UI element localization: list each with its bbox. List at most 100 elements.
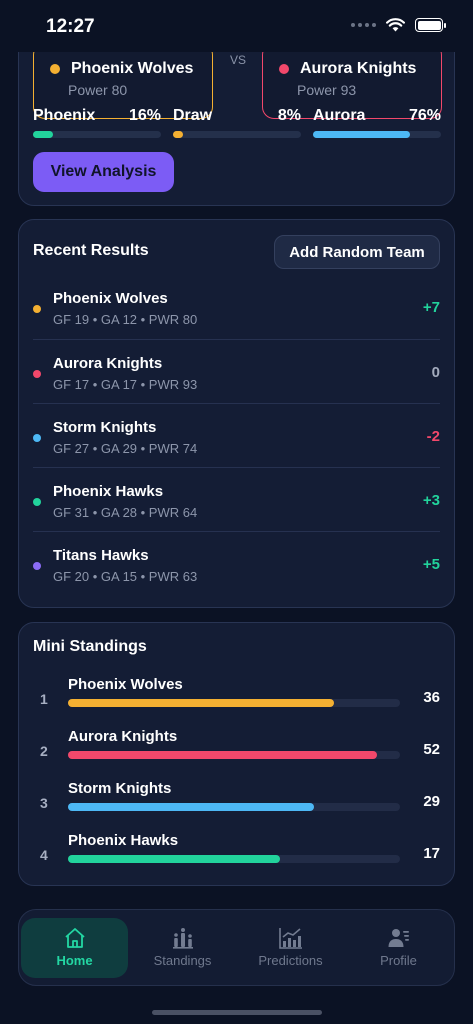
home-team-color-dot (50, 64, 60, 74)
team-color-dot (33, 305, 41, 313)
standings-row[interactable]: 3 Storm Knights 29 (33, 777, 440, 829)
away-team-name: Aurora Knights (279, 60, 441, 78)
status-icons (351, 18, 446, 32)
probability-value: 8% (277, 107, 301, 124)
team-color-dot (33, 498, 41, 506)
vs-label: VS (230, 53, 247, 67)
standings-rank: 2 (40, 743, 48, 759)
home-icon (64, 928, 85, 948)
wifi-icon (386, 18, 405, 32)
nav-standings-label: Standings (153, 953, 212, 968)
result-goal-diff: +5 (422, 556, 440, 573)
result-row[interactable]: Storm Knights GF 27 • GA 29 • PWR 74 -2 (33, 403, 440, 467)
standings-team-name: Aurora Knights (68, 728, 178, 745)
nav-home-label: Home (56, 953, 93, 968)
nav-standings[interactable]: Standings (129, 918, 236, 978)
result-goal-diff: -2 (426, 428, 440, 445)
bottom-nav: Home Standings Predictions Profile (18, 909, 455, 986)
result-goal-diff: 0 (431, 364, 440, 381)
standings-rank: 1 (40, 691, 48, 707)
nav-profile-label: Profile (380, 953, 417, 968)
result-stats: GF 19 • GA 12 • PWR 80 (53, 312, 198, 327)
team-color-dot (33, 562, 41, 570)
probability-label: Phoenix (33, 107, 96, 124)
result-row[interactable]: Titans Hawks GF 20 • GA 15 • PWR 63 +5 (33, 531, 440, 595)
standings-bar-fill (68, 699, 334, 707)
add-random-team-button[interactable]: Add Random Team (274, 235, 440, 269)
nav-predictions[interactable]: Predictions (237, 918, 344, 978)
away-team-power: Power 93 (297, 82, 357, 98)
probability-label: Draw (173, 107, 213, 124)
probability-fill (173, 131, 184, 138)
standings-team-name: Phoenix Wolves (68, 676, 183, 693)
probability-home: Phoenix 16% (33, 107, 161, 138)
standings-icon (172, 928, 193, 949)
standings-row[interactable]: 1 Phoenix Wolves 36 (33, 673, 440, 725)
result-team-name: Phoenix Hawks (53, 483, 164, 500)
standings-bar-fill (68, 803, 314, 811)
result-row[interactable]: Phoenix Hawks GF 31 • GA 28 • PWR 64 +3 (33, 467, 440, 531)
mini-standings-title: Mini Standings (33, 638, 147, 655)
view-analysis-button[interactable]: View Analysis (33, 152, 174, 192)
battery-icon (415, 18, 446, 32)
predictions-icon (278, 928, 302, 949)
result-team-name: Phoenix Wolves (53, 290, 168, 307)
status-time: 12:27 (46, 16, 95, 37)
result-team-name: Aurora Knights (53, 355, 163, 372)
standings-bar-track (68, 855, 400, 863)
result-stats: GF 20 • GA 15 • PWR 63 (53, 569, 198, 584)
home-team-name: Phoenix Wolves (50, 60, 212, 78)
standings-rank: 4 (40, 847, 48, 863)
probability-away: Aurora 76% (313, 107, 441, 138)
standings-bar-fill (68, 855, 281, 863)
probability-fill (313, 131, 411, 138)
recent-results-card: Recent Results Add Random Team Phoenix W… (18, 219, 455, 608)
standings-points: 29 (423, 793, 440, 810)
nav-home[interactable]: Home (21, 918, 128, 978)
profile-icon (388, 929, 409, 947)
result-stats: GF 27 • GA 29 • PWR 74 (53, 441, 198, 456)
result-team-name: Storm Knights (53, 419, 157, 436)
standings-points: 36 (423, 689, 440, 706)
probability-track (33, 131, 161, 138)
away-team-box[interactable]: Aurora Knights Power 93 (262, 43, 442, 119)
probability-value: 76% (408, 107, 441, 124)
standings-row[interactable]: 2 Aurora Knights 52 (33, 725, 440, 777)
probability-draw: Draw 8% (173, 107, 301, 138)
home-team-power: Power 80 (68, 82, 128, 98)
standings-rank: 3 (40, 795, 48, 811)
recent-results-title: Recent Results (33, 242, 149, 259)
result-goal-diff: +7 (422, 299, 440, 316)
nav-predictions-label: Predictions (258, 953, 323, 968)
mini-standings-card: Mini Standings 1 Phoenix Wolves 36 2 Aur… (18, 622, 455, 886)
standings-points: 17 (423, 845, 440, 862)
standings-bar-track (68, 751, 400, 759)
home-indicator (152, 1010, 322, 1015)
standings-bar-fill (68, 751, 377, 759)
team-color-dot (33, 370, 41, 378)
away-team-label: Aurora Knights (300, 60, 417, 77)
signal-icon (351, 23, 376, 27)
result-goal-diff: +3 (422, 492, 440, 509)
home-team-label: Phoenix Wolves (71, 60, 194, 77)
probability-track (313, 131, 441, 138)
probability-fill (33, 131, 54, 138)
result-stats: GF 31 • GA 28 • PWR 64 (53, 505, 198, 520)
standings-team-name: Phoenix Hawks (68, 832, 179, 849)
standings-bar-track (68, 699, 400, 707)
result-row[interactable]: Aurora Knights GF 17 • GA 17 • PWR 93 0 (33, 339, 440, 403)
standings-row[interactable]: 4 Phoenix Hawks 17 (33, 829, 440, 881)
standings-team-name: Storm Knights (68, 780, 172, 797)
result-stats: GF 17 • GA 17 • PWR 93 (53, 377, 198, 392)
standings-points: 52 (423, 741, 440, 758)
probability-label: Aurora (313, 107, 366, 124)
status-bar: 12:27 (0, 0, 473, 52)
probability-track (173, 131, 301, 138)
away-team-color-dot (279, 64, 289, 74)
standings-bar-track (68, 803, 400, 811)
result-row[interactable]: Phoenix Wolves GF 19 • GA 12 • PWR 80 +7 (33, 275, 440, 339)
result-team-name: Titans Hawks (53, 547, 149, 564)
probability-value: 16% (128, 107, 161, 124)
nav-profile[interactable]: Profile (345, 918, 452, 978)
home-team-box[interactable]: Phoenix Wolves Power 80 (33, 43, 213, 119)
